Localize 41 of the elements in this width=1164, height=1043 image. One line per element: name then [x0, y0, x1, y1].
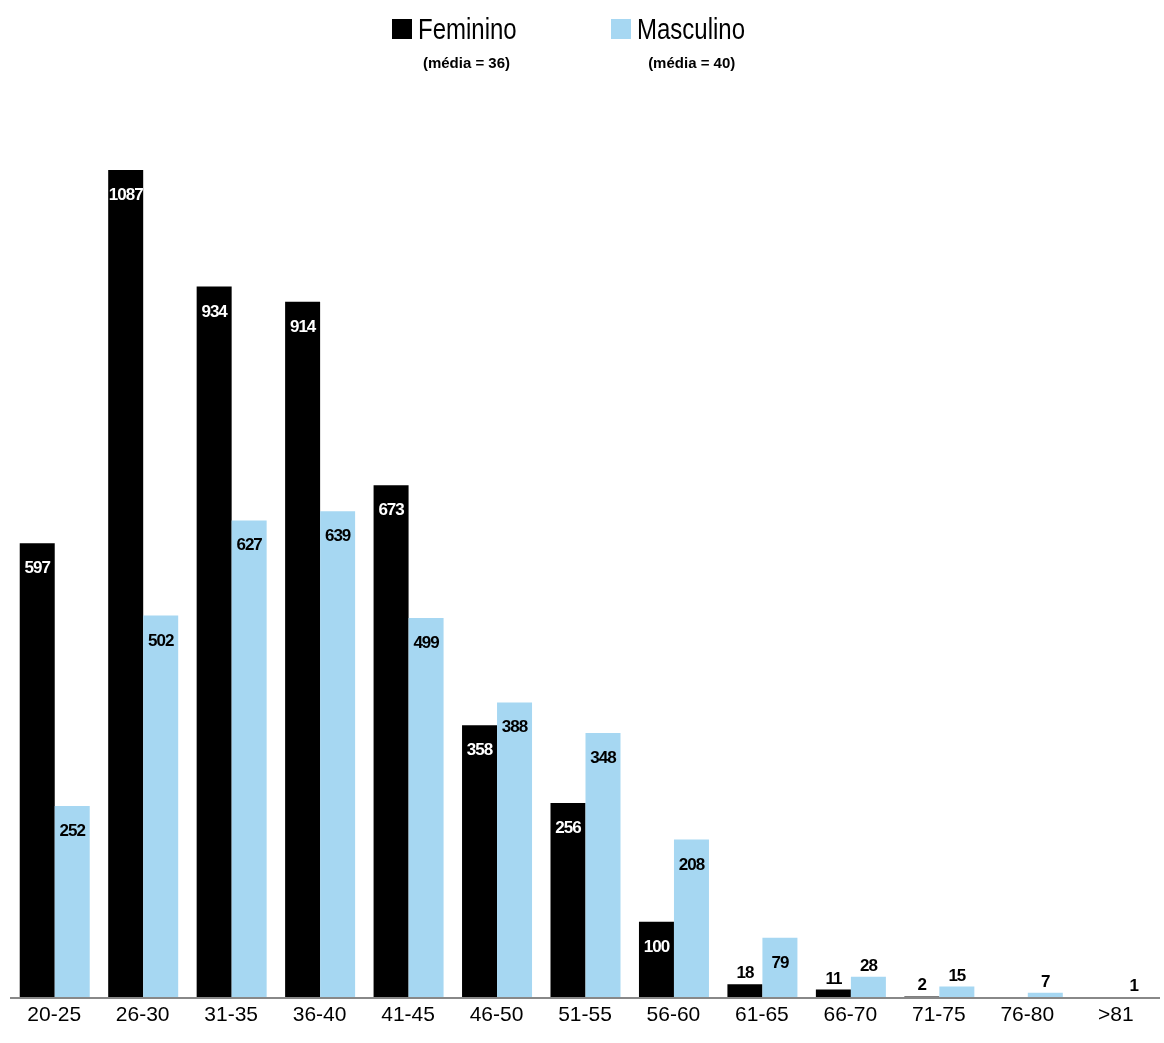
legend-label: Masculino	[637, 12, 746, 46]
data-label: 2	[917, 975, 927, 995]
x-tick-label: 56-60	[646, 1001, 701, 1025]
data-label: 499	[413, 632, 440, 652]
text: (média = 40)	[648, 54, 736, 71]
x-tick-label: 36-40	[292, 1001, 347, 1025]
data-label: 18	[736, 963, 754, 983]
legend-label: Feminino	[417, 12, 517, 46]
data-label: 639	[324, 526, 351, 546]
data-label: 252	[59, 821, 86, 841]
data-label: 100	[643, 936, 670, 956]
data-label: 597	[24, 558, 51, 578]
x-tick-label: 26-30	[115, 1001, 170, 1025]
x-tick-label: 46-50	[469, 1001, 524, 1025]
data-label: 388	[501, 717, 528, 737]
data-label: 673	[378, 500, 405, 520]
x-tick-label: >81	[1097, 1001, 1134, 1025]
data-label: 502	[148, 630, 174, 650]
data-label: 15	[948, 965, 966, 985]
data-label: 79	[771, 952, 789, 972]
x-tick-label: 61-65	[735, 1001, 789, 1025]
x-tick-label: 66-70	[823, 1001, 878, 1025]
data-label: 28	[859, 955, 878, 975]
data-label: 627	[236, 535, 263, 555]
x-tick-label: 20-25	[27, 1001, 82, 1025]
data-label: 1087	[108, 185, 144, 204]
x-tick-label: 41-45	[381, 1001, 435, 1025]
x-tick-label: 51-55	[558, 1001, 612, 1025]
data-label: 934	[201, 301, 229, 321]
data-label: 11	[825, 968, 842, 988]
data-label: 914	[289, 316, 317, 336]
data-label: 7	[1041, 971, 1051, 991]
text: (média = 36)	[422, 54, 511, 71]
data-label: 208	[678, 854, 705, 874]
data-label: 1	[1129, 976, 1139, 996]
data-label: 256	[555, 818, 582, 837]
data-label: 348	[590, 747, 617, 767]
data-label: 358	[466, 740, 493, 760]
x-tick-label: 71-75	[911, 1001, 966, 1025]
x-tick-label: 31-35	[204, 1001, 259, 1025]
x-tick-label: 76-80	[1000, 1001, 1055, 1025]
